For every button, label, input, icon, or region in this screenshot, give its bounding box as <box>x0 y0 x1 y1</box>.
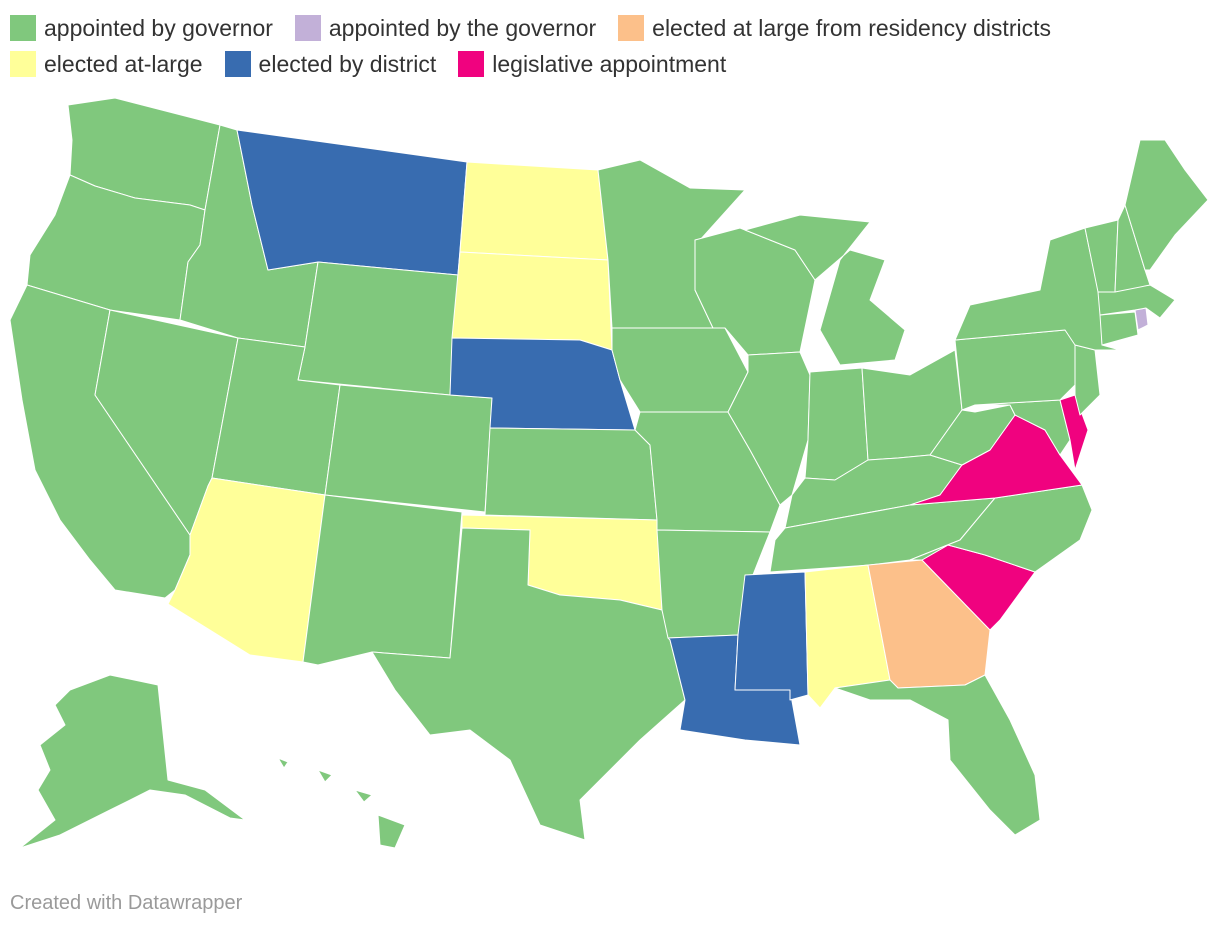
legend-swatch <box>294 15 321 41</box>
state-michigan[interactable] <box>744 214 906 366</box>
state-illinois[interactable] <box>727 351 811 506</box>
state-north-dakota[interactable] <box>459 161 609 261</box>
legend-swatch <box>10 51 36 77</box>
legend-label: elected by district <box>258 50 437 77</box>
state-iowa[interactable] <box>611 327 749 413</box>
state-indiana[interactable] <box>804 367 869 481</box>
datawrapper-credit: Created with Datawrapper <box>10 892 243 914</box>
state-montana[interactable] <box>236 129 468 276</box>
legend: appointed by governor appointed by the g… <box>10 10 1200 82</box>
legend-item-appointed-by-governor: appointed by governor <box>10 15 273 42</box>
legend-item-elected-at-large-residency: elected at large from residency district… <box>618 15 1051 42</box>
state-new-york[interactable] <box>954 227 1121 351</box>
legend-label: appointed by governor <box>44 14 273 41</box>
state-new-hampshire[interactable] <box>1114 204 1151 293</box>
state-massachusetts[interactable] <box>1097 284 1176 319</box>
legend-label: elected at-large <box>44 50 203 77</box>
state-new-jersey[interactable] <box>1074 344 1101 416</box>
legend-swatch <box>10 15 36 41</box>
legend-label: legislative appointment <box>492 50 727 77</box>
legend-item-elected-by-district: elected by district <box>224 50 437 78</box>
legend-row: elected at-large elected by district leg… <box>10 46 1200 82</box>
state-connecticut[interactable] <box>1099 311 1139 346</box>
state-hawaii[interactable] <box>277 757 406 849</box>
legend-item-elected-at-large: elected at-large <box>10 51 203 78</box>
legend-item-legislative-appointment: legislative appointment <box>458 51 726 78</box>
legend-swatch <box>618 15 645 41</box>
legend-label: appointed by the governor <box>328 14 597 41</box>
state-kansas[interactable] <box>484 427 658 521</box>
state-alaska[interactable] <box>19 674 246 849</box>
us-map <box>9 97 1209 849</box>
state-new-mexico[interactable] <box>302 494 463 666</box>
state-colorado[interactable] <box>324 384 493 513</box>
state-maine[interactable] <box>1124 139 1209 271</box>
state-texas[interactable] <box>371 527 686 841</box>
legend-label: elected at large from residency district… <box>652 14 1051 41</box>
state-south-dakota[interactable] <box>451 251 613 351</box>
state-mississippi[interactable] <box>734 571 809 701</box>
legend-row: appointed by governor appointed by the g… <box>10 10 1200 46</box>
state-wyoming[interactable] <box>297 261 459 396</box>
state-north-carolina[interactable] <box>909 484 1093 573</box>
state-pennsylvania[interactable] <box>954 329 1081 411</box>
legend-swatch <box>224 51 251 77</box>
legend-swatch <box>458 51 485 77</box>
legend-item-appointed-by-the-governor: appointed by the governor <box>294 14 597 42</box>
state-florida[interactable] <box>834 674 1041 836</box>
